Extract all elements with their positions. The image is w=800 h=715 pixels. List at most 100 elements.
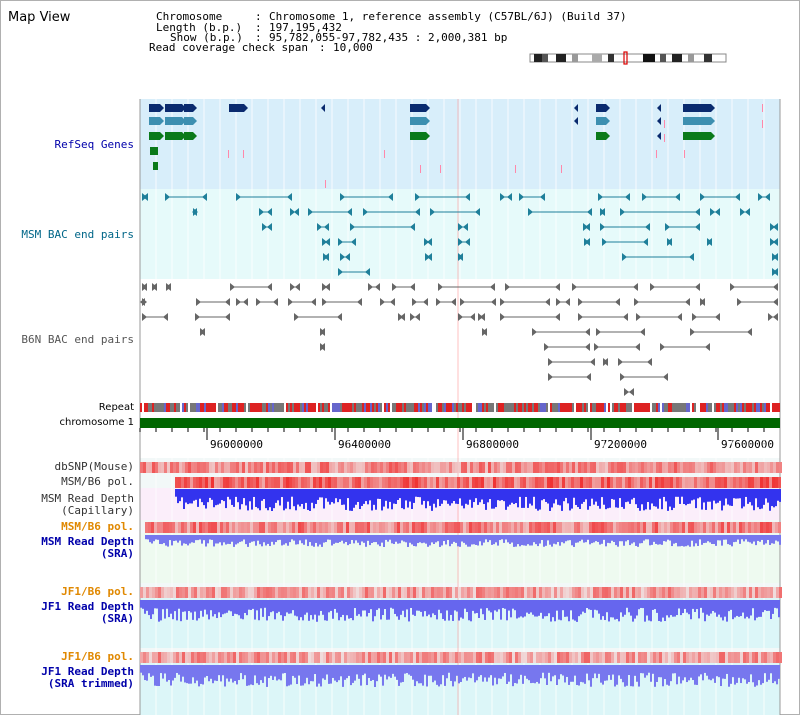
heat-strip <box>140 462 782 473</box>
repeat-segment <box>208 403 210 412</box>
depth-bar <box>428 600 430 615</box>
repeat-segment <box>504 403 506 412</box>
heat-cell <box>593 462 596 473</box>
depth-bar <box>180 600 182 622</box>
depth-bar <box>708 600 710 616</box>
heat-cell <box>719 462 722 473</box>
repeat-segment <box>430 403 432 412</box>
depth-bar <box>697 535 699 546</box>
depth-bar <box>688 665 690 681</box>
heat-cell <box>536 462 539 473</box>
depth-bar <box>209 489 211 498</box>
depth-bar <box>623 535 625 546</box>
depth-bar <box>748 600 750 619</box>
depth-bar <box>298 600 300 621</box>
heat-cell <box>286 522 289 533</box>
heat-cell <box>524 587 527 598</box>
repeat-segment <box>154 403 156 412</box>
heat-cell <box>191 587 194 598</box>
depth-bar <box>642 600 644 609</box>
heat-cell <box>529 522 532 533</box>
heat-cell <box>685 477 688 488</box>
heat-cell <box>562 477 565 488</box>
b6n-bac-pair-end <box>556 298 561 306</box>
heat-cell <box>322 522 325 533</box>
heat-cell <box>701 652 704 663</box>
depth-bar <box>761 535 763 540</box>
depth-bar <box>295 489 297 511</box>
heat-cell <box>470 462 473 473</box>
heat-cell <box>676 522 679 533</box>
depth-bar <box>546 600 548 617</box>
depth-bar <box>540 600 542 613</box>
heat-cell <box>260 652 263 663</box>
depth-bar <box>236 665 238 685</box>
repeat-segment <box>472 403 474 412</box>
heat-cell <box>340 477 343 488</box>
depth-bar <box>184 665 186 683</box>
depth-bar <box>158 665 160 687</box>
heat-cell <box>148 522 151 533</box>
heat-cell <box>724 477 727 488</box>
heat-cell <box>271 477 274 488</box>
msm-bac-pair-end <box>340 253 345 261</box>
b6n-bac-pair-end <box>620 373 625 381</box>
depth-bar <box>540 665 542 679</box>
heat-cell <box>235 477 238 488</box>
heat-cell <box>526 522 529 533</box>
b6n-bac-pair-end <box>152 283 157 291</box>
depth-bar <box>251 489 253 510</box>
heat-cell <box>482 652 485 663</box>
depth-bar <box>265 535 267 546</box>
repeat-segment <box>270 403 272 412</box>
heat-cell <box>406 477 409 488</box>
depth-bar <box>442 665 444 676</box>
depth-bar <box>302 600 304 621</box>
depth-bar <box>768 600 770 611</box>
heat-cell <box>721 477 724 488</box>
depth-bar <box>239 489 241 510</box>
msm-bac-track-label[interactable]: MSM BAC end pairs <box>21 228 134 241</box>
heat-cell <box>179 462 182 473</box>
heat-cell <box>175 477 178 488</box>
chromosome-ideogram[interactable] <box>528 50 728 66</box>
repeat-segment <box>244 403 246 412</box>
depth-bar <box>541 489 543 501</box>
depth-bar <box>226 600 228 613</box>
b6n-bac-track-label[interactable]: B6N BAC end pairs <box>21 333 134 346</box>
depth-bar <box>408 665 410 675</box>
depth-bar <box>263 535 265 543</box>
depth-bar <box>360 665 362 686</box>
repeat-segment <box>588 403 590 412</box>
repeat-segment <box>402 403 404 412</box>
heat-cell <box>586 522 589 533</box>
depth-bar <box>373 489 375 505</box>
repeat-segment <box>228 403 230 412</box>
heat-cell <box>625 522 628 533</box>
depth-bar <box>485 489 487 510</box>
depth-bar <box>482 665 484 682</box>
depth-bar <box>270 600 272 613</box>
heat-cell <box>304 477 307 488</box>
repeat-segment <box>540 403 542 412</box>
depth-bar <box>544 665 546 679</box>
depth-bar <box>661 535 663 545</box>
depth-bar <box>178 600 180 609</box>
b6n-bac-pair-end <box>730 283 735 291</box>
repeat-segment <box>632 403 634 412</box>
heat-cell <box>373 522 376 533</box>
msm-bac-pair-end <box>695 208 700 216</box>
depth-bar <box>264 600 266 608</box>
heat-cell <box>382 477 385 488</box>
refseq-track-label[interactable]: RefSeq Genes <box>54 138 134 151</box>
depth-bar <box>743 535 745 542</box>
heat-cell <box>709 477 712 488</box>
heat-cell <box>542 587 545 598</box>
b6n-bac-pair-end <box>423 298 428 306</box>
repeat-segment <box>196 403 198 412</box>
repeat-segment <box>206 403 208 412</box>
gene-arrow <box>321 104 325 112</box>
depth-bar <box>536 665 538 682</box>
heat-cell <box>688 477 691 488</box>
